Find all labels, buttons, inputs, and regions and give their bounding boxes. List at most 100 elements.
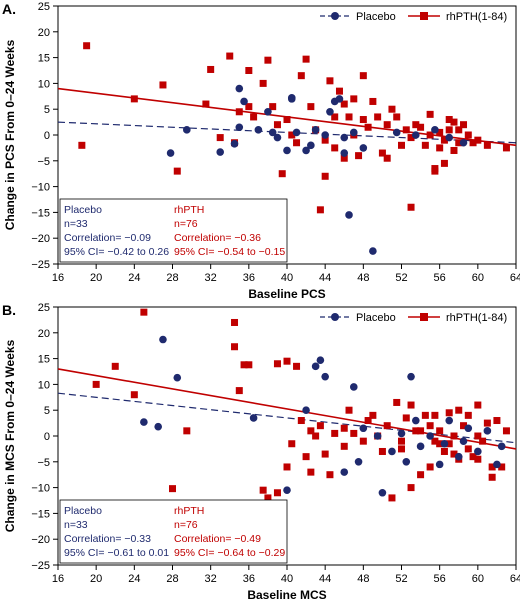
placebo-point (173, 373, 182, 382)
rhpth-point (331, 429, 339, 437)
rhpth-point (169, 485, 176, 493)
placebo-point (369, 247, 377, 255)
rhpth-point (326, 77, 334, 85)
x-axis-title: Baseline MCS (247, 588, 326, 602)
legend-rhpth-label: rhPTH(1-84) (446, 312, 507, 324)
rhpth-point (431, 165, 439, 173)
x-tick-label: 64 (510, 573, 520, 585)
rhpth-point (259, 486, 267, 494)
rhpth-point (273, 360, 281, 368)
rhpth-stat-corr: Correlation= −0.36 (174, 232, 261, 244)
rhpth-point (383, 422, 391, 430)
rhpth-point (250, 113, 258, 121)
placebo-point (345, 211, 353, 219)
rhpth-point (502, 427, 510, 435)
placebo-point (493, 460, 501, 469)
rhpth-point (240, 361, 248, 369)
y-tick-label: −20 (31, 534, 50, 546)
placebo-point (335, 95, 344, 103)
placebo-point (240, 97, 248, 106)
placebo-point (435, 460, 444, 469)
rhpth-point (421, 141, 429, 149)
rhpth-point (302, 453, 310, 461)
x-tick-label: 52 (395, 573, 407, 585)
rhpth-point (469, 139, 477, 147)
rhpth-point (383, 121, 391, 129)
rhpth-point (426, 463, 434, 471)
rhpth-point (216, 134, 224, 142)
placebo-point (311, 362, 320, 371)
rhpth-point (202, 100, 210, 108)
rhpth-point (464, 445, 472, 453)
rhpth-point (273, 489, 281, 497)
placebo-point (235, 84, 244, 93)
rhpth-point (426, 422, 434, 430)
rhpth-stat-n: n=76 (174, 218, 198, 230)
rhpth-point (283, 463, 291, 471)
y-tick-label: −20 (31, 233, 50, 245)
rhpth-point (297, 417, 305, 425)
rhpth-point (407, 203, 415, 211)
rhpth-point (316, 422, 324, 430)
placebo-stat-title: Placebo (64, 204, 102, 216)
rhpth-point (207, 65, 215, 73)
rhpth-stat-title: rhPTH (174, 505, 204, 517)
placebo-point (302, 406, 310, 415)
placebo-point (311, 126, 320, 134)
rhpth-point (383, 154, 391, 162)
legend-rhpth-marker (420, 313, 428, 321)
rhpth-point (302, 55, 310, 63)
legend-rhpth-label: rhPTH(1-84) (446, 11, 507, 23)
rhpth-point (460, 422, 468, 430)
rhpth-point (331, 113, 339, 121)
placebo-point (402, 458, 411, 466)
placebo-point (273, 133, 282, 142)
y-tick-label: 25 (38, 1, 50, 13)
rhpth-point (78, 141, 86, 149)
rhpth-point (417, 471, 425, 479)
placebo-point (497, 442, 506, 451)
y-tick-label: 0 (44, 431, 50, 443)
rhpth-stat-ci: 95% CI= −0.54 to −0.15 (174, 246, 285, 258)
placebo-point (464, 424, 473, 433)
x-tick-label: 44 (319, 272, 331, 284)
rhpth-point (364, 417, 372, 425)
placebo-point (388, 447, 396, 456)
rhpth-point (455, 126, 463, 134)
rhpth-point (374, 113, 382, 121)
rhpth-point (398, 141, 405, 149)
placebo-point (283, 486, 291, 494)
x-tick-label: 40 (281, 272, 293, 284)
x-tick-label: 52 (395, 272, 407, 284)
rhpth-point (445, 116, 453, 124)
x-tick-label: 60 (472, 573, 484, 585)
rhpth-point (493, 417, 501, 425)
placebo-point (268, 128, 277, 137)
placebo-stat-corr: Correlation= −0.09 (64, 232, 151, 244)
rhpth-point (130, 391, 138, 399)
legend: Placebo rhPTH(1-84) (320, 312, 507, 324)
rhpth-point (307, 427, 315, 435)
x-tick-label: 24 (128, 573, 140, 585)
rhpth-stat-corr: Correlation= −0.49 (174, 533, 261, 545)
placebo-point (340, 468, 349, 476)
y-tick-label: −5 (37, 156, 50, 168)
rhpth-point (402, 414, 410, 422)
rhpth-point (288, 440, 296, 448)
rhpth-point (245, 103, 253, 111)
legend-rhpth-marker (420, 12, 428, 20)
rhpth-point (398, 445, 405, 453)
x-tick-label: 36 (243, 573, 255, 585)
x-tick-label: 28 (166, 272, 178, 284)
placebo-point (321, 372, 329, 381)
rhpth-point (316, 206, 324, 214)
placebo-point (412, 416, 420, 425)
y-tick-label: 15 (38, 53, 50, 65)
x-tick-label: 36 (243, 272, 255, 284)
y-tick-label: 0 (44, 130, 50, 142)
placebo-stat-ci: 95% CI= −0.42 to 0.26 (64, 246, 169, 258)
rhpth-point (331, 144, 339, 152)
rhpth-point (474, 432, 482, 440)
x-tick-label: 20 (90, 573, 102, 585)
rhpth-point (450, 146, 458, 154)
